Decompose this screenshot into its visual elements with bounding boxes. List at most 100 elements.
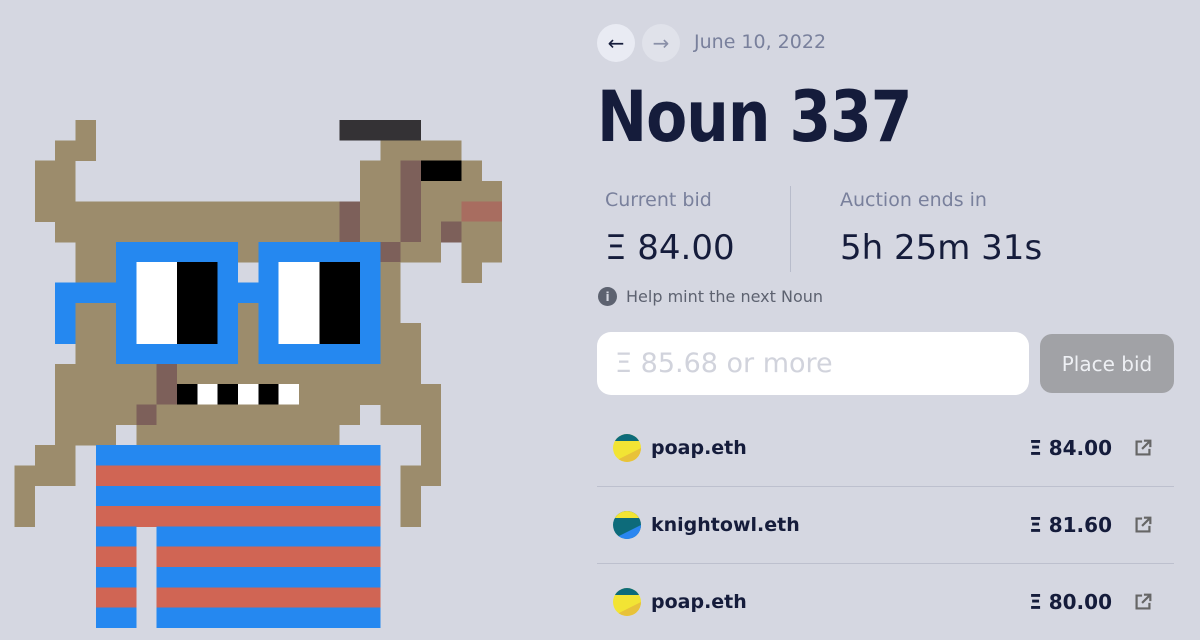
noun-pixel bbox=[156, 384, 178, 405]
noun-pixel bbox=[258, 343, 381, 365]
help-mint-link[interactable]: i Help mint the next Noun bbox=[598, 287, 823, 306]
noun-pixel bbox=[258, 241, 381, 263]
bidder-avatar bbox=[613, 510, 641, 539]
noun-pixel bbox=[14, 485, 35, 507]
noun-pixel bbox=[258, 282, 279, 304]
noun-pixel bbox=[156, 404, 360, 426]
place-bid-button[interactable]: Place bid bbox=[1040, 334, 1174, 393]
noun-pixel bbox=[238, 302, 259, 324]
noun-pixel bbox=[95, 546, 137, 568]
noun-pixel bbox=[14, 506, 35, 527]
bidder-avatar bbox=[613, 433, 641, 462]
noun-pixel bbox=[441, 221, 462, 243]
noun-pixel bbox=[116, 323, 137, 344]
previous-noun-button[interactable]: ← bbox=[597, 24, 635, 62]
noun-pixel bbox=[75, 343, 117, 365]
noun-pixel bbox=[156, 363, 178, 385]
noun-pixel bbox=[156, 587, 381, 609]
noun-pixel bbox=[55, 221, 340, 243]
bid-row: poap.eth Ξ 84.00 bbox=[597, 409, 1174, 487]
noun-pixel bbox=[380, 404, 442, 426]
noun-pixel bbox=[461, 201, 503, 223]
arrow-right-icon: → bbox=[652, 31, 670, 55]
noun-pixel bbox=[217, 282, 239, 304]
noun-pixel bbox=[258, 262, 279, 283]
noun-pixel bbox=[461, 221, 503, 243]
external-link-icon[interactable] bbox=[1132, 514, 1154, 536]
noun-pixel bbox=[359, 160, 401, 182]
bid-amount: Ξ 84.00 bbox=[1029, 435, 1112, 460]
noun-pixel bbox=[400, 221, 421, 243]
noun-pixel bbox=[400, 241, 442, 263]
noun-pixel bbox=[238, 241, 259, 263]
noun-pixel bbox=[420, 180, 503, 202]
noun-pixel bbox=[420, 160, 462, 182]
noun-pixel bbox=[380, 262, 401, 283]
noun-pixel bbox=[359, 221, 401, 243]
noun-pixel bbox=[278, 302, 320, 324]
noun-pixel bbox=[319, 302, 360, 324]
noun-pixel bbox=[177, 363, 421, 385]
noun-pixel bbox=[339, 201, 360, 223]
noun-pixel bbox=[461, 241, 503, 263]
bid-row: poap.eth Ξ 80.00 bbox=[597, 563, 1174, 640]
noun-pixel bbox=[95, 607, 137, 628]
noun-pixel bbox=[238, 343, 259, 365]
noun-pixel bbox=[359, 201, 401, 223]
noun-pixel bbox=[116, 302, 137, 324]
noun-pixel bbox=[55, 302, 76, 324]
noun-pixel bbox=[359, 323, 381, 344]
noun-pixel bbox=[278, 384, 299, 405]
noun-image bbox=[14, 120, 503, 628]
noun-pixel bbox=[55, 323, 76, 344]
noun-pixel bbox=[461, 160, 482, 182]
noun-pixel bbox=[359, 180, 401, 202]
noun-pixel bbox=[298, 384, 442, 405]
noun-pixel bbox=[380, 282, 401, 304]
noun-pixel bbox=[359, 282, 381, 304]
bidder-avatar bbox=[613, 587, 641, 616]
noun-pixel bbox=[116, 343, 239, 365]
noun-pixel bbox=[156, 607, 381, 628]
bidder-name[interactable]: poap.eth bbox=[651, 590, 747, 613]
noun-pixel bbox=[339, 120, 421, 141]
noun-pixel bbox=[156, 526, 381, 548]
noun-pixel bbox=[380, 302, 401, 324]
page-title: Noun 337 bbox=[597, 76, 912, 158]
bid-amount: Ξ 81.60 bbox=[1029, 512, 1112, 537]
noun-pixel bbox=[400, 201, 421, 223]
noun-pixel bbox=[420, 221, 442, 243]
noun-pixel bbox=[359, 262, 381, 283]
noun-pixel bbox=[278, 282, 320, 304]
noun-pixel bbox=[400, 506, 421, 527]
arrow-left-icon: ← bbox=[607, 31, 625, 55]
noun-pixel bbox=[359, 302, 381, 324]
bidder-name[interactable]: poap.eth bbox=[651, 436, 747, 459]
noun-pixel bbox=[400, 160, 421, 182]
noun-pixel bbox=[34, 180, 76, 202]
noun-pixel bbox=[319, 282, 360, 304]
noun-pixel bbox=[95, 506, 381, 527]
noun-pixel bbox=[136, 302, 178, 324]
noun-pixel bbox=[380, 323, 421, 344]
divider bbox=[790, 186, 791, 272]
noun-pixel bbox=[95, 526, 137, 548]
bid-amount: Ξ 80.00 bbox=[1029, 589, 1112, 614]
bidder-name[interactable]: knightowl.eth bbox=[651, 513, 800, 536]
external-link-icon[interactable] bbox=[1132, 591, 1154, 613]
noun-pixel bbox=[55, 282, 117, 304]
noun-pixel bbox=[400, 180, 421, 202]
noun-pixel bbox=[55, 363, 157, 385]
bid-input[interactable] bbox=[597, 332, 1029, 395]
noun-pixel bbox=[380, 343, 421, 365]
external-link-icon[interactable] bbox=[1132, 437, 1154, 459]
noun-pixel bbox=[420, 424, 442, 446]
noun-pixel bbox=[75, 323, 117, 344]
next-noun-button[interactable]: → bbox=[642, 24, 680, 62]
noun-pixel bbox=[217, 384, 239, 405]
bid-row: knightowl.eth Ξ 81.60 bbox=[597, 486, 1174, 564]
noun-pixel bbox=[136, 404, 157, 426]
noun-pixel bbox=[55, 384, 157, 405]
noun-pixel bbox=[258, 323, 279, 344]
noun-pixel bbox=[34, 445, 76, 466]
